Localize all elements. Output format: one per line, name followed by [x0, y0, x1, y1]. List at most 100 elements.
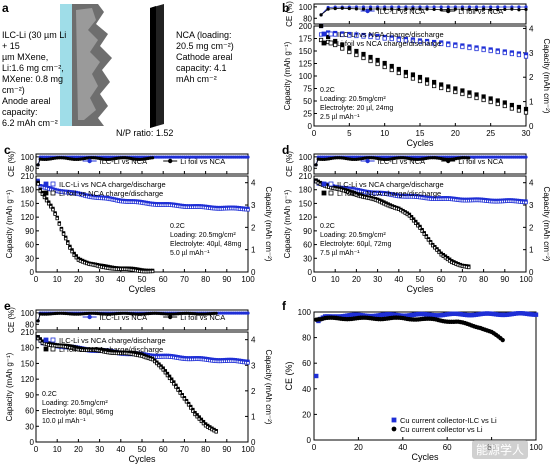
ce-data-point: [383, 7, 387, 11]
y-tick-label: 90: [303, 227, 312, 236]
legend-label: ILC-Li vs NCA charge/discharge: [337, 180, 444, 189]
data-point: [410, 72, 416, 77]
y-tick-label: 0: [30, 268, 35, 277]
data-point: [467, 90, 472, 95]
legend-label: Li foil vs NCA: [458, 157, 503, 166]
data-point: [453, 89, 458, 95]
data-point: [347, 49, 352, 55]
y2-tick-label: 0: [251, 268, 256, 277]
condition-annotation: Electrolyte: 40µl, 48mg: [170, 241, 241, 248]
data-point: [474, 46, 479, 52]
x-tick-label: 0: [312, 275, 317, 284]
data-point: [516, 104, 522, 110]
x-tick-label: 10: [53, 445, 62, 454]
panel-c: c 80 100 CE (%) ILC-Li vs NCA Li foil vs NCA 0…: [0, 142, 278, 296]
y2-tick-label: 1: [251, 246, 256, 255]
x-tick-label: 10: [53, 275, 62, 284]
legend-label: Li foil vs NCA: [180, 157, 225, 166]
y-tick-label: 60: [25, 241, 34, 250]
x-axis-label: Cycles: [406, 138, 434, 148]
y-tick-label: 150: [21, 359, 35, 368]
data-point: [57, 222, 62, 226]
data-point: [354, 48, 359, 54]
y2-tick-label: 1: [251, 412, 256, 421]
y-tick-label: 30: [303, 254, 312, 263]
x-tick-label: 80: [479, 275, 488, 284]
ce-data-point: [361, 7, 366, 11]
data-point: [314, 373, 319, 379]
y2-tick-label: 2: [251, 387, 256, 396]
y2-tick-label: 0: [251, 438, 256, 447]
y-tick-label: 120: [21, 375, 35, 384]
data-point: [439, 82, 444, 87]
y2-tick-label: 3: [251, 201, 256, 210]
data-point: [354, 52, 359, 58]
np-ratio: N/P ratio: 1.52: [116, 128, 174, 138]
ce-data-point: [326, 7, 330, 11]
data-point: [321, 31, 327, 37]
x-tick-label: 30: [522, 129, 531, 138]
data-point: [340, 46, 345, 51]
data-point: [500, 337, 505, 343]
ce-data-point: [411, 7, 415, 11]
data-point: [509, 106, 514, 111]
ce-data-point: [376, 7, 380, 11]
anode-description: ILC-Li (30 µm Li + 15 µm MXene, Li:1.6 m…: [2, 30, 72, 129]
data-point: [502, 103, 507, 109]
x-tick-label: 20: [354, 443, 363, 452]
data-point: [467, 93, 472, 99]
panel-label-f: f: [282, 299, 287, 313]
data-point: [460, 44, 465, 50]
y-tick-label: 175: [299, 35, 313, 44]
data-point: [63, 236, 68, 241]
data-point: [524, 200, 528, 205]
data-point: [150, 269, 155, 274]
ce-data-point: [397, 5, 401, 9]
nca-cathode-face: [150, 6, 156, 128]
battery-schematic: a: [2, 1, 164, 128]
x-tick-label: 90: [222, 275, 231, 284]
legend-label: ILC-Li vs NCA: [378, 7, 426, 16]
y2-tick-label: 2: [529, 223, 534, 232]
y-tick-label: 75: [303, 85, 312, 94]
condition-annotation: Loading: 20.5mg/cm²: [320, 232, 386, 239]
data-point: [467, 45, 472, 51]
data-point: [361, 51, 366, 57]
data-point: [375, 57, 380, 63]
ce-data-point: [496, 5, 500, 9]
data-point: [417, 39, 423, 45]
x-tick-label: 40: [398, 443, 407, 452]
data-point: [516, 52, 522, 58]
y-tick-label: 25: [303, 110, 312, 119]
y2-tick-label: 4: [529, 179, 534, 188]
x-tick-label: 70: [458, 275, 467, 284]
data-point: [495, 49, 500, 55]
y2-tick-label: 2: [529, 73, 534, 82]
data-point: [439, 85, 444, 91]
legend-label: Cu current collector-ILC vs Li: [400, 416, 497, 425]
y2-tick-label: 3: [529, 49, 534, 58]
lithium-layer-shade: [76, 8, 100, 120]
ce-data-point: [432, 7, 436, 12]
data-point: [502, 50, 507, 56]
ce-axis-label: CE (%): [285, 151, 294, 177]
x-tick-label: 30: [95, 445, 104, 454]
data-point: [53, 212, 57, 216]
anode-line-1: ILC-Li (30 µm Li + 15: [2, 30, 67, 51]
legend-label: Cu current collector vs Li: [400, 425, 483, 434]
capacity-areal-axis-label: Capacity (mAh cm⁻²): [542, 39, 551, 114]
y-tick-label: 0: [308, 122, 313, 131]
data-point: [488, 96, 493, 101]
condition-annotation: 0.2C: [42, 391, 57, 398]
data-point: [460, 88, 465, 93]
ce-data-point: [439, 5, 443, 9]
data-point: [333, 42, 338, 48]
ce-data-point: [517, 5, 521, 9]
data-point: [516, 108, 522, 113]
y-tick-label: 210: [21, 172, 35, 181]
y-tick-label: 90: [25, 391, 34, 400]
data-point: [389, 67, 394, 73]
capacity-areal-axis-label: Capacity (mAh cm⁻²): [542, 187, 551, 262]
y-tick-label: 100: [299, 153, 313, 162]
